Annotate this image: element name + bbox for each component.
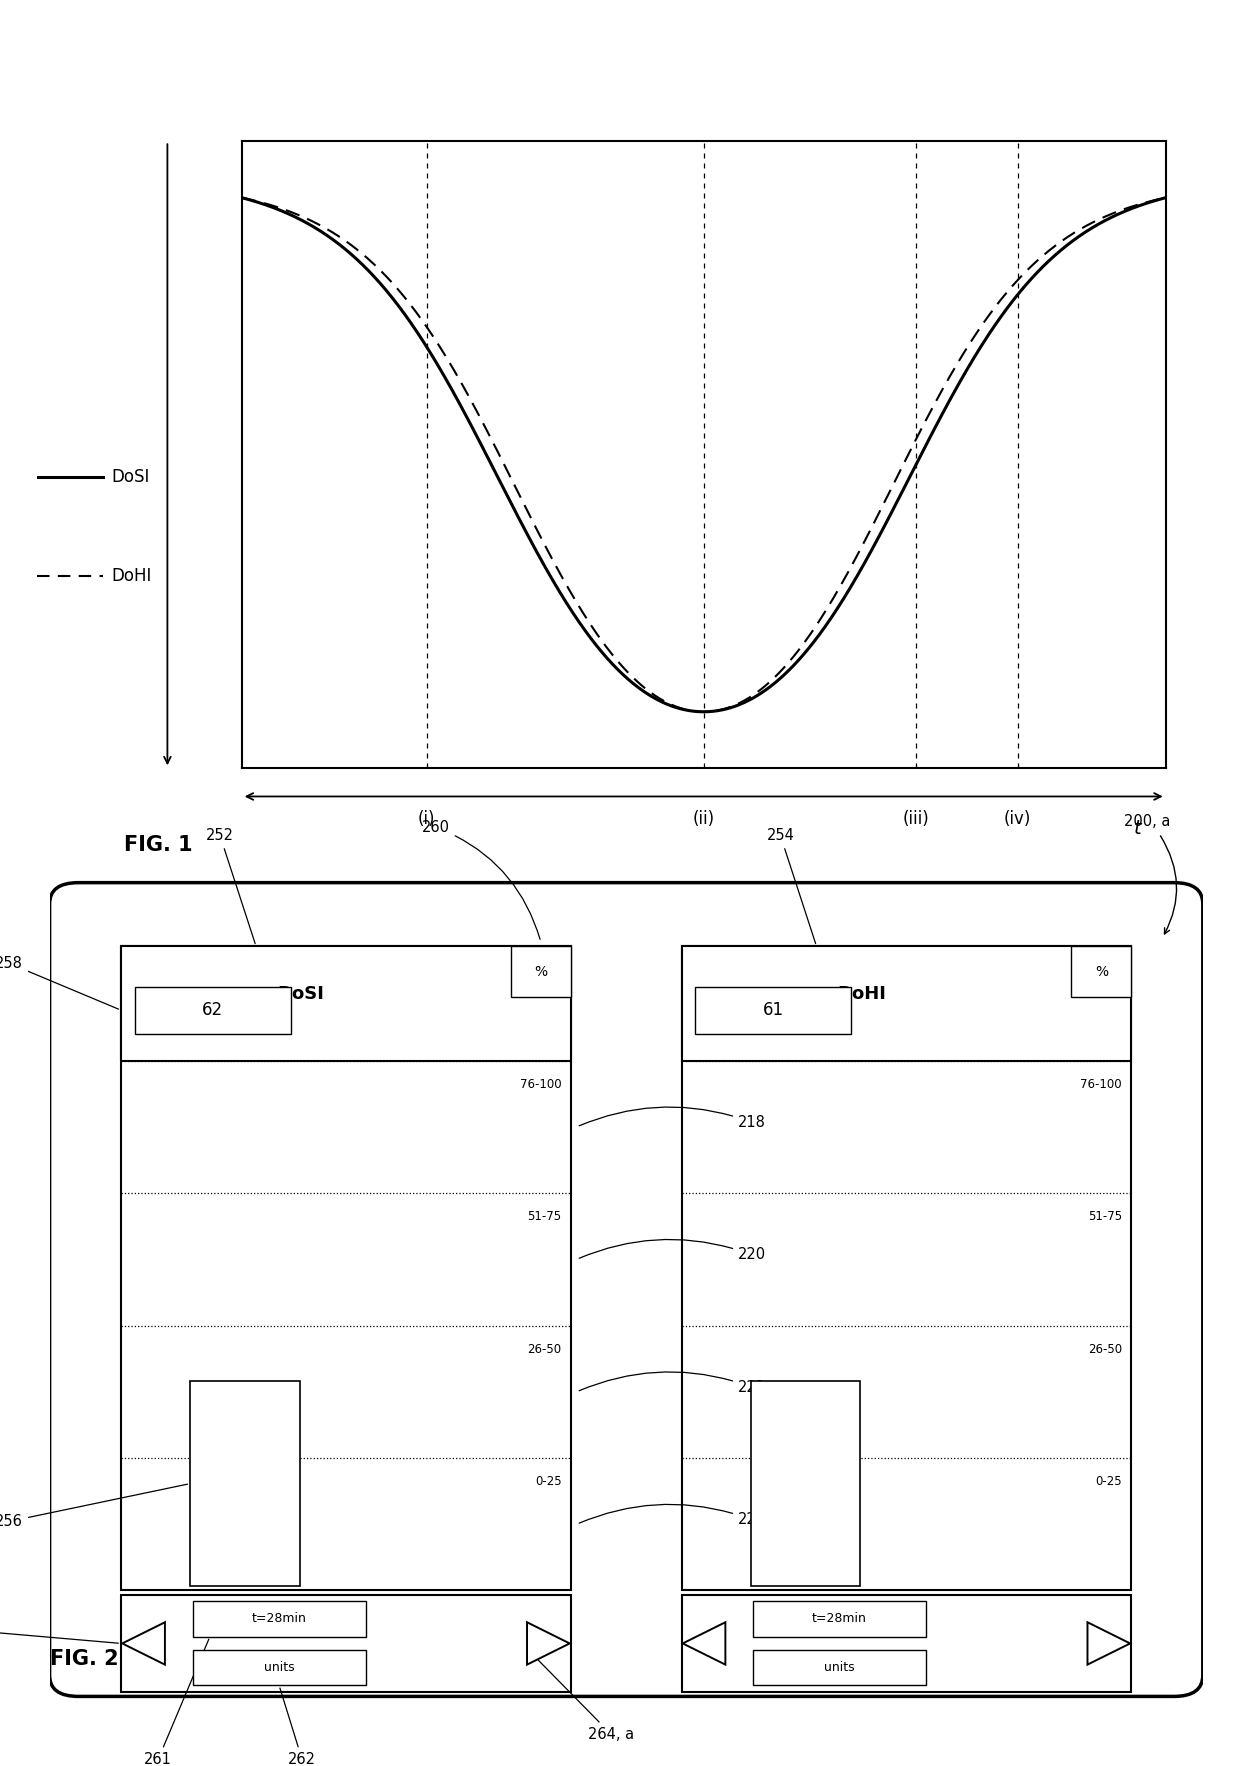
Bar xyxy=(122,1595,570,1692)
Text: DoSI: DoSI xyxy=(278,985,325,1003)
Text: 62: 62 xyxy=(202,1001,223,1019)
Bar xyxy=(192,1649,366,1685)
Text: 261: 261 xyxy=(144,1639,208,1766)
Bar xyxy=(682,947,1131,1061)
Text: FIG. 1: FIG. 1 xyxy=(124,835,192,855)
Text: 26-50: 26-50 xyxy=(1087,1342,1122,1356)
Text: units: units xyxy=(825,1662,854,1674)
Text: %: % xyxy=(534,964,547,978)
Text: 256: 256 xyxy=(0,1483,187,1529)
Text: DoHI: DoHI xyxy=(112,567,153,585)
Bar xyxy=(750,1381,861,1586)
Bar xyxy=(682,1595,1131,1692)
Bar xyxy=(190,1381,300,1586)
Text: 222: 222 xyxy=(579,1372,766,1395)
Bar xyxy=(753,1649,926,1685)
Text: (ii): (ii) xyxy=(693,811,714,828)
Text: units: units xyxy=(264,1662,294,1674)
Text: 260: 260 xyxy=(422,819,541,940)
Bar xyxy=(122,947,570,1061)
Bar xyxy=(135,987,290,1033)
Text: 262: 262 xyxy=(280,1688,316,1766)
Text: DoHI: DoHI xyxy=(837,985,885,1003)
Text: t: t xyxy=(1135,819,1142,837)
Text: FIG. 2: FIG. 2 xyxy=(50,1649,118,1669)
Text: 224: 224 xyxy=(579,1505,766,1528)
Text: %: % xyxy=(1095,964,1107,978)
Text: (i): (i) xyxy=(418,811,435,828)
Text: 220: 220 xyxy=(579,1240,766,1263)
Text: 0-25: 0-25 xyxy=(1095,1475,1122,1489)
Bar xyxy=(696,987,851,1033)
Text: (iii): (iii) xyxy=(903,811,930,828)
Text: 218: 218 xyxy=(579,1107,766,1130)
Bar xyxy=(122,947,570,1591)
Text: 51-75: 51-75 xyxy=(527,1210,562,1224)
Bar xyxy=(511,947,570,998)
Text: 264, a: 264, a xyxy=(538,1660,635,1741)
Text: 264, b: 264, b xyxy=(0,1623,118,1642)
Text: 0-25: 0-25 xyxy=(534,1475,562,1489)
Text: t=28min: t=28min xyxy=(812,1612,867,1625)
Text: 254: 254 xyxy=(766,828,816,943)
Text: 252: 252 xyxy=(206,828,255,943)
Bar xyxy=(753,1602,926,1637)
Text: 258: 258 xyxy=(0,955,119,1008)
Text: 26-50: 26-50 xyxy=(527,1342,562,1356)
Text: 61: 61 xyxy=(763,1001,784,1019)
Text: t=28min: t=28min xyxy=(252,1612,306,1625)
Text: 200, a: 200, a xyxy=(1125,814,1171,830)
Bar xyxy=(1071,947,1131,998)
Bar xyxy=(192,1602,366,1637)
Text: 51-75: 51-75 xyxy=(1087,1210,1122,1224)
Text: 76-100: 76-100 xyxy=(1080,1077,1122,1091)
Text: 76-100: 76-100 xyxy=(520,1077,562,1091)
Bar xyxy=(682,947,1131,1591)
Text: (iv): (iv) xyxy=(1004,811,1032,828)
Text: DoSI: DoSI xyxy=(112,468,150,486)
FancyBboxPatch shape xyxy=(50,883,1203,1697)
